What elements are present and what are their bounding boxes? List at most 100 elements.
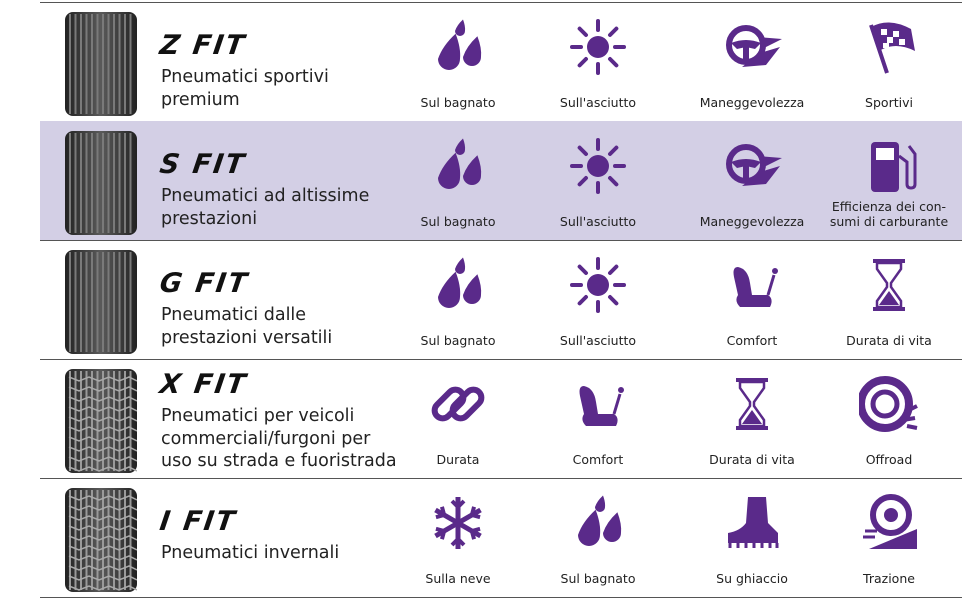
tyre-image — [65, 369, 137, 473]
feature-text: Sul bagnato — [420, 95, 496, 110]
feature: Maneggevolezza — [677, 121, 827, 240]
feature-icon — [434, 497, 482, 549]
feature: Offroad — [814, 359, 962, 478]
feature-icon — [869, 22, 915, 74]
feature: Sull'asciutto — [523, 240, 673, 359]
feature-label: Su ghiaccio — [677, 554, 827, 586]
feature-icon — [726, 25, 782, 67]
tyre-image — [65, 488, 137, 592]
tyre-description: Pneumatici per veicoli commerciali/furgo… — [161, 406, 397, 471]
tyre-description: Pneumatici sportivi premium — [161, 67, 329, 110]
feature-text: Comfort — [726, 333, 778, 348]
feature-icon — [726, 144, 782, 186]
feature: Sul bagnato — [383, 2, 533, 121]
tyre-name: Z FIT — [157, 30, 249, 61]
feature-icon — [733, 267, 778, 307]
feature-icon — [873, 259, 905, 311]
tyre-name: S FIT — [157, 149, 248, 180]
feature-label: Offroad — [814, 435, 962, 467]
feature-text: Sul bagnato — [420, 333, 496, 348]
feature-label: Trazione — [814, 554, 962, 586]
tyre-description: Pneumatici invernali — [161, 543, 340, 563]
feature-label: Sull'asciutto — [523, 78, 673, 110]
feature-label: Sull'asciutto — [523, 316, 673, 348]
feature-icon — [570, 19, 626, 75]
feature: Durata — [383, 359, 533, 478]
feature-icon — [728, 497, 779, 548]
feature: Sulla neve — [383, 478, 533, 597]
tyre-image — [65, 250, 137, 354]
tyre-image — [65, 131, 137, 235]
feature-text: Su ghiaccio — [716, 571, 788, 586]
feature-label: Comfort — [677, 316, 827, 348]
feature-label: Maneggevolezza — [677, 78, 827, 110]
feature-text: Sul bagnato — [420, 214, 496, 229]
feature: Maneggevolezza — [677, 2, 827, 121]
feature-label: Durata di vita — [814, 316, 962, 348]
feature-icon — [871, 142, 917, 192]
feature-label: Sulla neve — [383, 554, 533, 586]
feature-text: Sull'asciutto — [559, 333, 637, 348]
feature-label: Sul bagnato — [383, 78, 533, 110]
feature-label: Efficienza dei con- sumi di carburante — [814, 197, 962, 229]
feature-label: Maneggevolezza — [677, 197, 827, 229]
tyre-image — [65, 12, 137, 116]
feature-text: Sulla neve — [425, 571, 491, 586]
feature: Durata di vita — [814, 240, 962, 359]
feature-label: Comfort — [523, 435, 673, 467]
feature-text: Maneggevolezza — [699, 214, 805, 229]
feature-icon — [438, 257, 482, 308]
feature: Sull'asciutto — [523, 2, 673, 121]
feature-text: Comfort — [572, 452, 624, 467]
tyre-name: G FIT — [157, 268, 251, 299]
feature: Sul bagnato — [383, 121, 533, 240]
feature-label: Durata — [383, 435, 533, 467]
feature: Sull'asciutto — [523, 121, 673, 240]
feature-text: Trazione — [863, 571, 915, 586]
feature-label: Durata di vita — [677, 435, 827, 467]
feature-icon — [438, 19, 482, 70]
feature-label: Sportivi — [814, 78, 962, 110]
feature-text: Sul bagnato — [560, 571, 636, 586]
feature-label: Sul bagnato — [383, 316, 533, 348]
feature-icon — [579, 386, 624, 426]
tyre-name: I FIT — [157, 506, 239, 537]
feature-text: Durata di vita — [709, 452, 795, 467]
feature: Sul bagnato — [383, 240, 533, 359]
feature: Durata di vita — [677, 359, 827, 478]
feature-label: Sul bagnato — [523, 554, 673, 586]
tyre-description: Pneumatici dalle prestazioni versatili — [161, 305, 333, 348]
feature-icon — [859, 376, 918, 432]
tyre-name: X FIT — [157, 369, 250, 400]
feature-icon — [578, 495, 622, 546]
separator — [40, 240, 962, 241]
feature-icon — [570, 138, 626, 194]
feature-text: Durata di vita — [846, 333, 932, 348]
tyre-row: X FIT Pneumatici per veicoli commerciali/… — [0, 359, 962, 478]
feature-text: Maneggevolezza — [699, 95, 805, 110]
separator — [40, 2, 962, 3]
separator — [40, 478, 962, 479]
feature: Sul bagnato — [523, 478, 673, 597]
feature-text: Durata — [436, 452, 480, 467]
tyre-description: Pneumatici ad altissime prestazioni — [161, 186, 370, 229]
feature: Efficienza dei con- sumi di carburante — [814, 121, 962, 240]
feature-text: Sull'asciutto — [559, 214, 637, 229]
feature-label: Sull'asciutto — [523, 197, 673, 229]
feature-text: Efficienza dei con- sumi di carburante — [829, 199, 949, 229]
tyre-row: S FIT Pneumatici ad altissime prestazioni… — [0, 121, 962, 240]
feature-icon — [736, 378, 768, 430]
feature: Sportivi — [814, 2, 962, 121]
feature-label: Sul bagnato — [383, 197, 533, 229]
feature-text: Sull'asciutto — [559, 95, 637, 110]
feature-icon — [570, 257, 626, 313]
tyre-row: I FIT Pneumatici invernali Sulla neve Sul b… — [0, 478, 962, 597]
feature: Comfort — [677, 240, 827, 359]
feature-icon — [438, 138, 482, 189]
tyre-row: Z FIT Pneumatici sportivi premium Sul bagn… — [0, 2, 962, 121]
feature: Su ghiaccio — [677, 478, 827, 597]
feature: Trazione — [814, 478, 962, 597]
feature-text: Sportivi — [865, 95, 913, 110]
feature-text: Offroad — [865, 452, 913, 467]
